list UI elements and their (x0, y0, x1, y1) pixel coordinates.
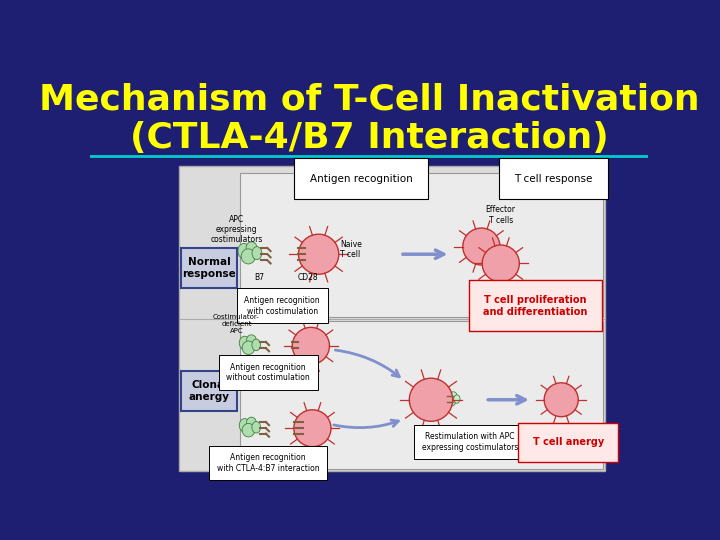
Text: Costimulator-
deficient
APC: Costimulator- deficient APC (213, 314, 260, 334)
FancyBboxPatch shape (240, 173, 603, 316)
Text: Antigen recognition: Antigen recognition (310, 174, 413, 184)
Text: Restimulation with APC
expressing costimulators: Restimulation with APC expressing costim… (422, 433, 518, 452)
Ellipse shape (246, 242, 257, 254)
Text: CD28: CD28 (297, 273, 318, 282)
Ellipse shape (246, 417, 256, 428)
Text: Mechanism of T-Cell Inactivation: Mechanism of T-Cell Inactivation (39, 83, 699, 117)
FancyBboxPatch shape (181, 248, 238, 288)
Ellipse shape (252, 247, 262, 260)
Ellipse shape (241, 249, 256, 264)
Text: APC
expressing
costimulators: APC expressing costimulators (210, 215, 263, 245)
Ellipse shape (242, 423, 255, 437)
Text: Effector
T cells: Effector T cells (486, 205, 516, 225)
Text: Antigen recognition
with costimulation: Antigen recognition with costimulation (244, 296, 320, 315)
Ellipse shape (252, 339, 261, 350)
Ellipse shape (239, 418, 250, 432)
Circle shape (463, 228, 500, 265)
Ellipse shape (447, 396, 456, 406)
Text: Naive
T cell: Naive T cell (341, 240, 362, 259)
Text: CTLA-4: CTLA-4 (273, 451, 300, 461)
FancyBboxPatch shape (179, 166, 606, 471)
Ellipse shape (450, 392, 457, 400)
Text: Antigen recognition
without costimulation: Antigen recognition without costimulatio… (226, 363, 310, 382)
Ellipse shape (238, 244, 250, 259)
FancyBboxPatch shape (240, 321, 603, 469)
Text: Clonal
anergy: Clonal anergy (189, 381, 230, 402)
Text: T cell response: T cell response (514, 174, 593, 184)
Text: Normal
response: Normal response (182, 257, 236, 279)
Text: B7: B7 (255, 273, 265, 282)
Ellipse shape (246, 335, 256, 346)
Circle shape (544, 383, 578, 417)
Ellipse shape (252, 422, 261, 433)
Circle shape (292, 327, 330, 365)
Ellipse shape (242, 341, 255, 355)
Text: (CTLA-4/B7 Interaction): (CTLA-4/B7 Interaction) (130, 121, 608, 155)
Ellipse shape (445, 393, 452, 402)
Text: T cell anergy: T cell anergy (533, 437, 604, 447)
Circle shape (299, 234, 339, 274)
Ellipse shape (454, 395, 460, 403)
Ellipse shape (239, 336, 250, 350)
Circle shape (482, 245, 519, 282)
FancyBboxPatch shape (181, 372, 238, 411)
Text: Antigen recognition
with CTLA-4:B7 interaction: Antigen recognition with CTLA-4:B7 inter… (217, 453, 320, 472)
Circle shape (294, 410, 331, 447)
Circle shape (409, 378, 453, 421)
Text: T cell proliferation
and differentiation: T cell proliferation and differentiation (483, 295, 588, 316)
